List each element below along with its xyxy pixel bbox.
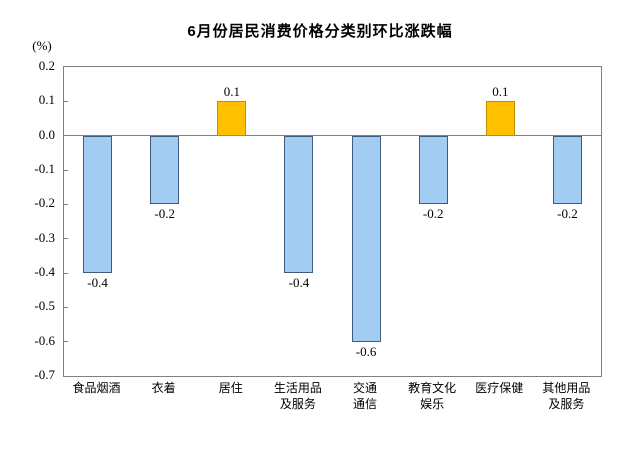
value-label-食品烟酒: -0.4 xyxy=(87,275,108,290)
y-tick-mark xyxy=(64,306,68,308)
y-tick-label: -0.2 xyxy=(34,195,55,211)
value-label-居住: 0.1 xyxy=(223,84,240,100)
y-tick-mark xyxy=(64,238,68,240)
x-tick-label-医疗保健: 医疗保健 xyxy=(475,381,524,395)
y-tick-label: 0.0 xyxy=(38,126,55,142)
value-label-交通通信: -0.6 xyxy=(355,343,377,359)
bar-教育文化娱乐 xyxy=(418,135,448,205)
x-tick-label-衣着: 衣着 xyxy=(151,381,176,395)
x-tick-label-生活用品及服务: 生活用品 及服务 xyxy=(273,381,322,411)
y-tick-mark xyxy=(64,341,68,343)
value-label-教育文化娱乐: -0.2 xyxy=(422,206,444,222)
y-tick-mark xyxy=(64,169,68,171)
y-tick-mark xyxy=(64,100,68,102)
y-tick-label: -0.5 xyxy=(34,298,55,314)
bar-医疗保健 xyxy=(485,101,515,136)
bar-衣着 xyxy=(150,135,180,205)
y-tick-label: 0.1 xyxy=(38,92,55,108)
y-tick-mark xyxy=(64,203,68,205)
value-label-衣着: -0.2 xyxy=(154,206,175,222)
chart-title: 6月份居民消费价格分类别环比涨跌幅 xyxy=(187,23,453,40)
bar-生活用品及服务 xyxy=(284,135,314,273)
value-label-其他用品及服务: -0.2 xyxy=(557,206,578,222)
value-label-生活用品及服务: -0.4 xyxy=(288,275,310,290)
x-tick-label-其他用品及服务: 其他用品 及服务 xyxy=(542,381,591,411)
y-tick-mark xyxy=(64,135,68,137)
bar-其他用品及服务 xyxy=(552,135,582,205)
x-tick-label-交通通信: 交通 通信 xyxy=(353,381,378,411)
plot-area: -0.4 -0.2 0.1 -0.4 -0.6 -0.2 0.1 -0.2 xyxy=(63,66,602,377)
y-tick-mark xyxy=(64,272,68,274)
y-tick-label: -0.7 xyxy=(34,367,55,382)
y-tick-label: -0.4 xyxy=(34,264,55,279)
y-tick-label: -0.6 xyxy=(34,332,55,348)
y-tick-label: -0.3 xyxy=(34,229,55,245)
x-axis: 食品烟酒 衣着 居住 生活用品 及服务 交通 通信 教育文化 娱乐 医疗保健 其他用品 及服务 xyxy=(63,380,600,424)
y-axis-unit-label: (%) xyxy=(32,38,52,53)
x-tick-label-食品烟酒: 食品烟酒 xyxy=(72,381,121,395)
bar-居住 xyxy=(217,101,247,136)
y-tick-label: 0.2 xyxy=(38,58,55,73)
y-tick-label: -0.1 xyxy=(34,161,55,176)
bar-交通通信 xyxy=(351,135,381,342)
zero-axis-line xyxy=(64,134,601,137)
x-tick-label-居住: 居住 xyxy=(218,381,243,395)
bar-食品烟酒 xyxy=(83,135,113,273)
x-tick-label-教育文化娱乐: 教育文化 娱乐 xyxy=(408,381,457,411)
value-label-医疗保健: 0.1 xyxy=(492,84,509,100)
